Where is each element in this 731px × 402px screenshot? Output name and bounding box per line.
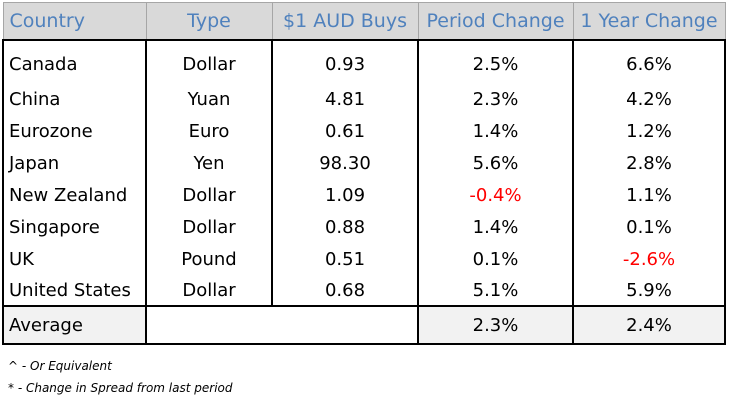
average-empty-cell [145, 305, 419, 345]
type-cell: Dollar [145, 39, 273, 83]
table-row: Japan Yen 98.30 5.6% 2.8% [2, 147, 726, 179]
buys-cell: 0.68 [271, 275, 419, 307]
year-change-cell: 0.1% [572, 211, 726, 243]
buys-cell: 0.93 [271, 39, 419, 83]
table-row: Canada Dollar 0.93 2.5% 6.6% [2, 39, 726, 83]
country-cell: New Zealand [2, 179, 147, 211]
country-cell: UK [2, 243, 147, 275]
table-row: China Yuan 4.81 2.3% 4.2% [2, 83, 726, 115]
type-cell: Dollar [145, 179, 273, 211]
type-cell: Euro [145, 115, 273, 147]
footnote-equivalent: ^ - Or Equivalent [8, 359, 112, 373]
header-row: Country Type $1 AUD Buys Period Change 1… [2, 2, 726, 41]
period-change-cell: 1.4% [417, 211, 574, 243]
period-change-cell: -0.4% [417, 179, 574, 211]
country-cell: Singapore [2, 211, 147, 243]
type-cell: Yen [145, 147, 273, 179]
type-cell: Yuan [145, 83, 273, 115]
average-year-change: 2.4% [572, 305, 726, 345]
table-row: Singapore Dollar 0.88 1.4% 0.1% [2, 211, 726, 243]
period-change-cell: 2.3% [417, 83, 574, 115]
header-period-change: Period Change [417, 2, 574, 41]
period-change-cell: 2.5% [417, 39, 574, 83]
type-cell: Pound [145, 243, 273, 275]
exchange-rate-table: Country Type $1 AUD Buys Period Change 1… [2, 2, 726, 345]
year-change-cell: 1.2% [572, 115, 726, 147]
average-row: Average 2.3% 2.4% [2, 305, 726, 345]
table-row: New Zealand Dollar 1.09 -0.4% 1.1% [2, 179, 726, 211]
period-change-cell: 0.1% [417, 243, 574, 275]
year-change-cell: 4.2% [572, 83, 726, 115]
country-cell: United States [2, 275, 147, 307]
year-change-cell: 5.9% [572, 275, 726, 307]
period-change-cell: 1.4% [417, 115, 574, 147]
buys-cell: 4.81 [271, 83, 419, 115]
type-cell: Dollar [145, 211, 273, 243]
year-change-cell: 6.6% [572, 39, 726, 83]
header-aud-buys: $1 AUD Buys [271, 2, 419, 41]
footnotes: ^ - Or Equivalent * - Change in Spread f… [8, 358, 233, 402]
average-period-change: 2.3% [417, 305, 574, 345]
buys-cell: 0.51 [271, 243, 419, 275]
country-cell: Eurozone [2, 115, 147, 147]
year-change-cell: 1.1% [572, 179, 726, 211]
buys-cell: 0.61 [271, 115, 419, 147]
year-change-cell: 2.8% [572, 147, 726, 179]
country-cell: Japan [2, 147, 147, 179]
type-cell: Dollar [145, 275, 273, 307]
country-cell: China [2, 83, 147, 115]
header-country: Country [2, 2, 147, 41]
table-row: United States Dollar 0.68 5.1% 5.9% [2, 275, 726, 307]
period-change-cell: 5.1% [417, 275, 574, 307]
buys-cell: 1.09 [271, 179, 419, 211]
header-type: Type [145, 2, 273, 41]
average-label: Average [2, 305, 147, 345]
period-change-cell: 5.6% [417, 147, 574, 179]
buys-cell: 0.88 [271, 211, 419, 243]
year-change-cell: -2.6% [572, 243, 726, 275]
footnote-spread-change: * - Change in Spread from last period [8, 381, 233, 395]
table-row: Eurozone Euro 0.61 1.4% 1.2% [2, 115, 726, 147]
buys-cell: 98.30 [271, 147, 419, 179]
table-row: UK Pound 0.51 0.1% -2.6% [2, 243, 726, 275]
header-year-change: 1 Year Change [572, 2, 726, 41]
country-cell: Canada [2, 39, 147, 83]
